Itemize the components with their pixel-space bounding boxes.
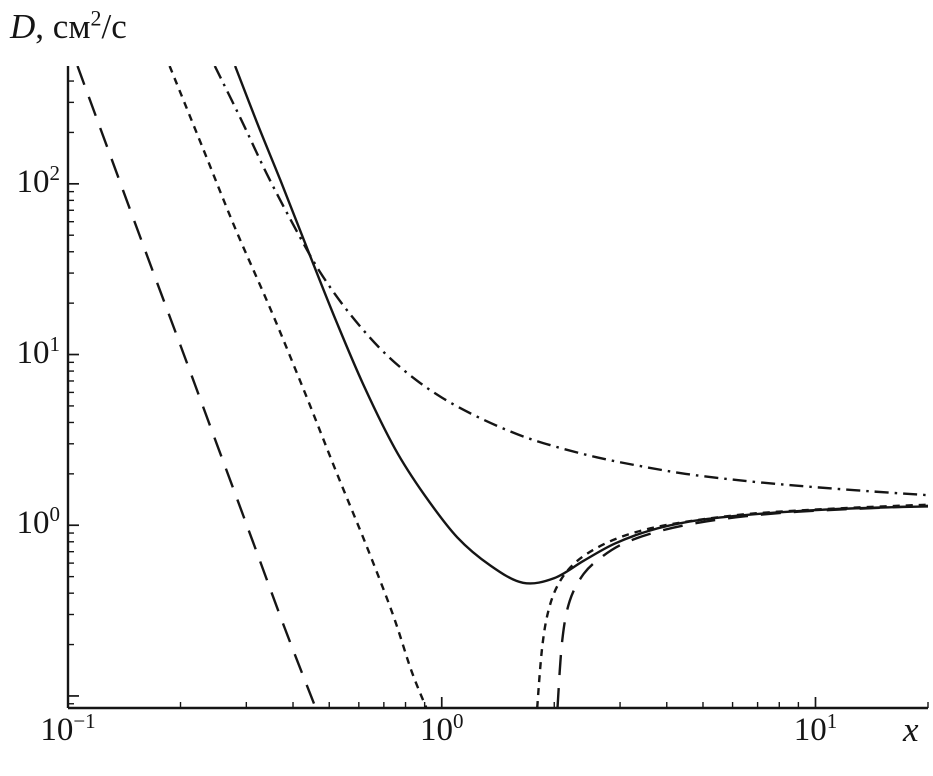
x-axis-title: x [903, 710, 919, 749]
y-axis-title: D, см2/с [10, 5, 127, 46]
short-dash-curve [168, 66, 428, 708]
y-tick-label: 101 [16, 331, 61, 371]
x-tick-label: 100 [419, 709, 464, 748]
solid-curve [233, 66, 928, 585]
y-tick-label: 102 [16, 160, 61, 200]
short-dash-curve [536, 503, 928, 708]
x-tick-label: 10−1 [40, 709, 96, 748]
y-tick-label: 100 [16, 502, 61, 542]
x-tick-label: 101 [793, 709, 838, 748]
long-dash-curve [76, 66, 317, 708]
long-dash-curve [556, 504, 928, 708]
y-axis-variable: D [10, 7, 36, 46]
dash-dot-curve [213, 66, 928, 497]
